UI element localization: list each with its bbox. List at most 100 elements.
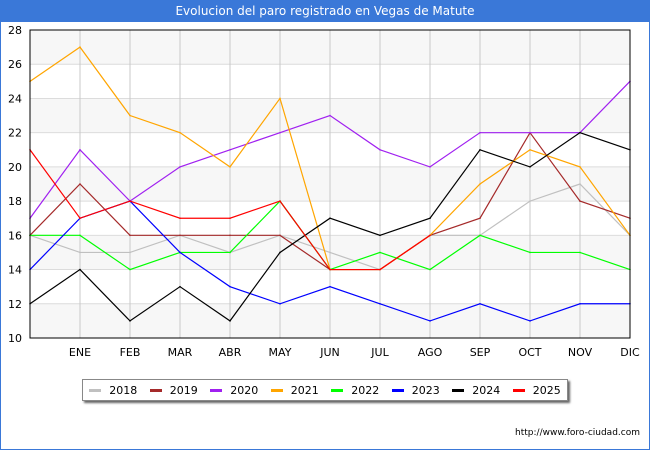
x-tick-label: JUN [319,346,340,359]
data-point-2023 [179,251,181,254]
x-tick-label: ABR [219,346,242,359]
data-point-2023 [229,285,231,288]
data-point-2025 [329,268,331,271]
legend-label: 2025 [532,383,561,397]
legend-label: 2019 [169,383,198,397]
data-point-2021 [579,166,581,168]
data-point-2020 [379,148,381,151]
data-point-2022 [79,234,81,237]
x-tick-label: JUL [370,346,389,359]
data-point-2024 [179,285,181,288]
data-point-2024 [529,166,531,168]
data-point-2024 [479,148,481,151]
data-point-2019 [229,234,231,237]
data-point-2019 [179,234,181,237]
legend-swatch [391,388,404,392]
legend-swatch [210,388,223,392]
x-tick-label: DIC [620,346,640,359]
data-point-2024 [79,268,81,271]
x-tick-label: OCT [518,346,541,359]
data-point-2021 [479,183,481,185]
legend-label: 2021 [290,383,319,397]
data-point-2023 [379,302,381,305]
data-point-2023 [579,302,581,305]
data-point-2022 [579,251,581,254]
data-point-2018 [529,200,531,202]
legend-label: 2023 [411,383,440,397]
legend-item-2020: 2020 [210,384,258,397]
data-point-2021 [229,166,231,168]
legend-swatch [270,388,283,392]
data-point-2025 [429,234,431,237]
data-point-2019 [479,217,481,220]
data-point-2023 [279,302,281,305]
x-tick-label: NOV [568,346,593,359]
data-point-2022 [129,268,131,271]
data-point-2020 [429,166,431,168]
y-tick-label: 20 [8,161,22,174]
x-tick-label: SEP [470,346,491,359]
x-tick-label: MAR [168,346,193,359]
data-point-2023 [529,320,531,322]
data-point-2021 [129,114,131,117]
data-point-2020 [479,131,481,134]
data-point-2019 [279,234,281,237]
data-point-2018 [129,251,131,254]
data-point-2024 [379,234,381,237]
legend-item-2018: 2018 [89,384,137,397]
legend-label: 2018 [109,383,138,397]
data-point-2020 [529,131,531,134]
y-tick-label: 24 [8,92,22,105]
y-tick-label: 22 [8,127,22,140]
y-tick-label: 26 [8,58,22,71]
legend-item-2021: 2021 [270,383,319,397]
data-point-2021 [179,131,181,134]
legend-item-2022: 2022 [331,384,379,397]
y-tick-label: 10 [8,332,22,345]
data-point-2022 [379,251,381,254]
data-point-2023 [329,285,331,288]
y-tick-label: 28 [8,24,22,37]
chart-title: Evolucion del paro registrado en Vegas d… [0,0,650,22]
data-point-2020 [279,131,281,134]
data-point-2022 [529,251,531,254]
footer-url[interactable]: http://www.foro-ciudad.com [515,428,640,438]
data-point-2018 [579,183,581,185]
legend-item-2024: 2024 [452,384,500,397]
data-point-2025 [279,200,281,202]
legend-label: 2020 [230,383,259,397]
data-point-2025 [229,217,231,220]
legend-item-2025: 2025 [512,383,561,397]
legend-item-2023: 2023 [391,383,440,397]
x-tick-label: ENE [69,346,91,359]
data-point-2019 [129,234,131,237]
data-point-2023 [429,320,431,322]
data-point-2025 [129,200,131,202]
legend-item-2019: 2019 [149,383,198,397]
data-point-2024 [579,131,581,134]
legend-swatch [149,388,162,392]
x-tick-label: MAY [269,346,292,359]
data-point-2022 [429,268,431,271]
data-point-2024 [129,320,131,322]
data-point-2019 [79,183,81,185]
legend-swatch [512,388,525,392]
legend-swatch [452,388,465,392]
legend-swatch [89,388,102,392]
legend: 2018 2019 2020 2021 2022 2023 2024 2025 [82,379,568,401]
data-point-2021 [279,97,281,100]
data-point-2023 [479,302,481,305]
y-tick-label: 16 [8,229,22,242]
data-point-2022 [479,234,481,237]
data-point-2024 [229,320,231,322]
plot-border [29,29,631,339]
data-point-2020 [329,114,331,117]
legend-swatch [331,388,344,392]
x-tick-label: AGO [418,346,443,359]
data-point-2025 [179,217,181,220]
y-tick-label: 18 [8,195,22,208]
data-point-2020 [179,166,181,168]
data-point-2020 [79,148,81,151]
legend-label: 2022 [351,383,380,397]
